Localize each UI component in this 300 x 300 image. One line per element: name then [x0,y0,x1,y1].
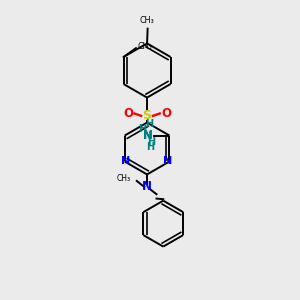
Text: CH₃: CH₃ [116,174,130,183]
Text: H: H [138,124,146,134]
Text: CH₃: CH₃ [138,42,152,51]
Text: O: O [161,107,171,120]
Text: H: H [148,137,156,147]
Text: H: H [146,142,154,152]
Text: H: H [145,119,153,129]
Text: S: S [142,109,152,122]
Text: N: N [143,130,152,141]
Text: N: N [142,180,152,193]
Text: CH₃: CH₃ [140,16,154,25]
Text: N: N [164,157,172,166]
Text: O: O [123,107,133,120]
Text: N: N [142,129,152,142]
Text: N: N [122,157,131,166]
